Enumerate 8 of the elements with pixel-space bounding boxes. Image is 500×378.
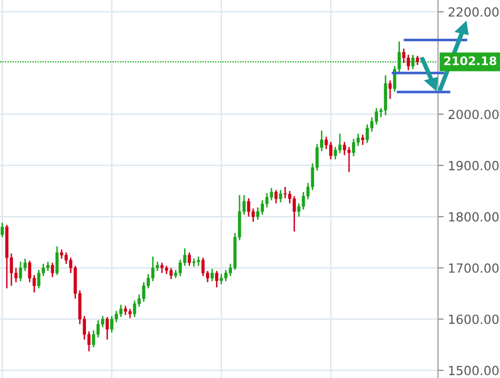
y-tick-label: 1700.00 xyxy=(449,263,499,273)
y-tick-label: 1800.00 xyxy=(449,212,499,222)
ref-line-label: 2102.18 xyxy=(444,56,496,66)
y-tick-label: 1500.00 xyxy=(449,366,499,376)
y-tick-label: 1900.00 xyxy=(449,160,499,170)
y-tick-label: 2000.00 xyxy=(448,110,499,120)
y-tick-label: 1600.00 xyxy=(449,314,499,324)
y-tick-label: 2200.00 xyxy=(448,7,499,17)
